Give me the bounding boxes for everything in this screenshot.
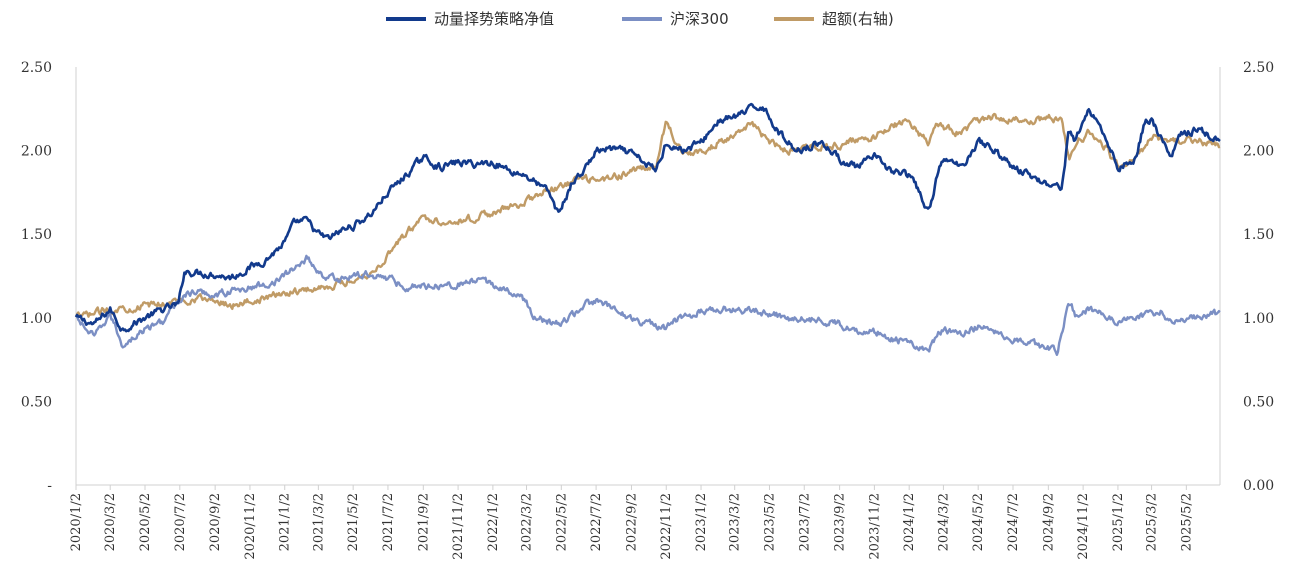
x-tick-label: 2023/11/2 bbox=[867, 493, 882, 560]
x-tick-label: 2021/9/2 bbox=[416, 493, 431, 551]
x-tick-label: 2024/9/2 bbox=[1041, 493, 1056, 551]
legend-entry-hs300: 沪深300 bbox=[622, 10, 729, 28]
left-y-tick-label: - bbox=[47, 478, 52, 494]
legend-label-strategy: 动量择势策略净值 bbox=[434, 10, 554, 28]
x-tick-label: 2024/5/2 bbox=[971, 493, 986, 551]
x-tick-label: 2025/1/2 bbox=[1111, 493, 1126, 551]
left-y-tick-label: 0.50 bbox=[21, 394, 52, 410]
x-tick-label: 2020/1/2 bbox=[69, 493, 84, 551]
right-y-axis-ticks: 0.00 0.50 1.00 1.50 2.00 2.50 bbox=[1243, 60, 1274, 494]
left-y-tick-label: 1.00 bbox=[21, 311, 52, 327]
left-y-tick-label: 2.00 bbox=[21, 144, 52, 160]
x-tick-label: 2024/7/2 bbox=[1006, 493, 1021, 551]
series-line-excess bbox=[74, 112, 1221, 318]
x-tick-label: 2024/11/2 bbox=[1076, 493, 1091, 560]
x-tick-label: 2020/9/2 bbox=[208, 493, 223, 551]
x-tick-label: 2023/3/2 bbox=[728, 493, 743, 551]
x-tick-label: 2023/7/2 bbox=[797, 493, 812, 551]
x-tick-label: 2020/3/2 bbox=[103, 493, 118, 551]
legend: 动量择势策略净值 沪深300 超额(右轴) bbox=[386, 10, 894, 28]
right-y-tick-label: 2.00 bbox=[1243, 144, 1274, 160]
legend-entry-excess: 超额(右轴) bbox=[774, 10, 894, 28]
x-tick-label: 2021/5/2 bbox=[346, 493, 361, 551]
x-axis-ticks: 2020/1/2 2020/3/2 2020/5/2 2020/7/2 2020/9/2… bbox=[69, 485, 1194, 560]
x-tick-label: 2022/7/2 bbox=[589, 493, 604, 551]
x-tick-label: 2025/5/2 bbox=[1179, 493, 1194, 551]
x-tick-label: 2021/11/2 bbox=[451, 493, 466, 560]
x-tick-label: 2021/1/2 bbox=[278, 493, 293, 551]
right-y-tick-label: 0.00 bbox=[1243, 478, 1274, 494]
x-tick-label: 2022/1/2 bbox=[486, 493, 501, 551]
x-tick-label: 2021/7/2 bbox=[381, 493, 396, 551]
x-tick-label: 2020/11/2 bbox=[243, 493, 258, 560]
x-tick-label: 2020/7/2 bbox=[173, 493, 188, 551]
right-y-tick-label: 0.50 bbox=[1243, 394, 1274, 410]
series-line-hs300 bbox=[75, 254, 1221, 356]
left-y-tick-label: 1.50 bbox=[21, 227, 52, 243]
x-tick-label: 2024/1/2 bbox=[902, 493, 917, 551]
right-y-tick-label: 2.50 bbox=[1243, 60, 1274, 76]
series-layer bbox=[74, 102, 1221, 356]
x-tick-label: 2024/3/2 bbox=[936, 493, 951, 551]
x-tick-label: 2022/5/2 bbox=[554, 493, 569, 551]
legend-label-excess: 超额(右轴) bbox=[822, 10, 894, 28]
x-tick-label: 2023/9/2 bbox=[833, 493, 848, 551]
x-tick-label: 2022/11/2 bbox=[659, 493, 674, 560]
right-y-tick-label: 1.50 bbox=[1243, 227, 1274, 243]
left-y-axis-ticks: - 0.50 1.00 1.50 2.00 2.50 bbox=[21, 60, 52, 494]
x-tick-label: 2023/1/2 bbox=[694, 493, 709, 551]
left-y-tick-label: 2.50 bbox=[21, 60, 52, 76]
right-y-tick-label: 1.00 bbox=[1243, 311, 1274, 327]
x-tick-label: 2023/5/2 bbox=[762, 493, 777, 551]
series-line-strategy bbox=[74, 102, 1221, 333]
x-tick-label: 2022/9/2 bbox=[624, 493, 639, 551]
x-tick-label: 2022/3/2 bbox=[520, 493, 535, 551]
legend-entry-strategy: 动量择势策略净值 bbox=[386, 10, 554, 28]
x-tick-label: 2021/3/2 bbox=[311, 493, 326, 551]
x-tick-label: 2020/5/2 bbox=[138, 493, 153, 551]
axes bbox=[75, 67, 1221, 486]
legend-label-hs300: 沪深300 bbox=[670, 10, 729, 28]
x-tick-label: 2025/3/2 bbox=[1145, 493, 1160, 551]
